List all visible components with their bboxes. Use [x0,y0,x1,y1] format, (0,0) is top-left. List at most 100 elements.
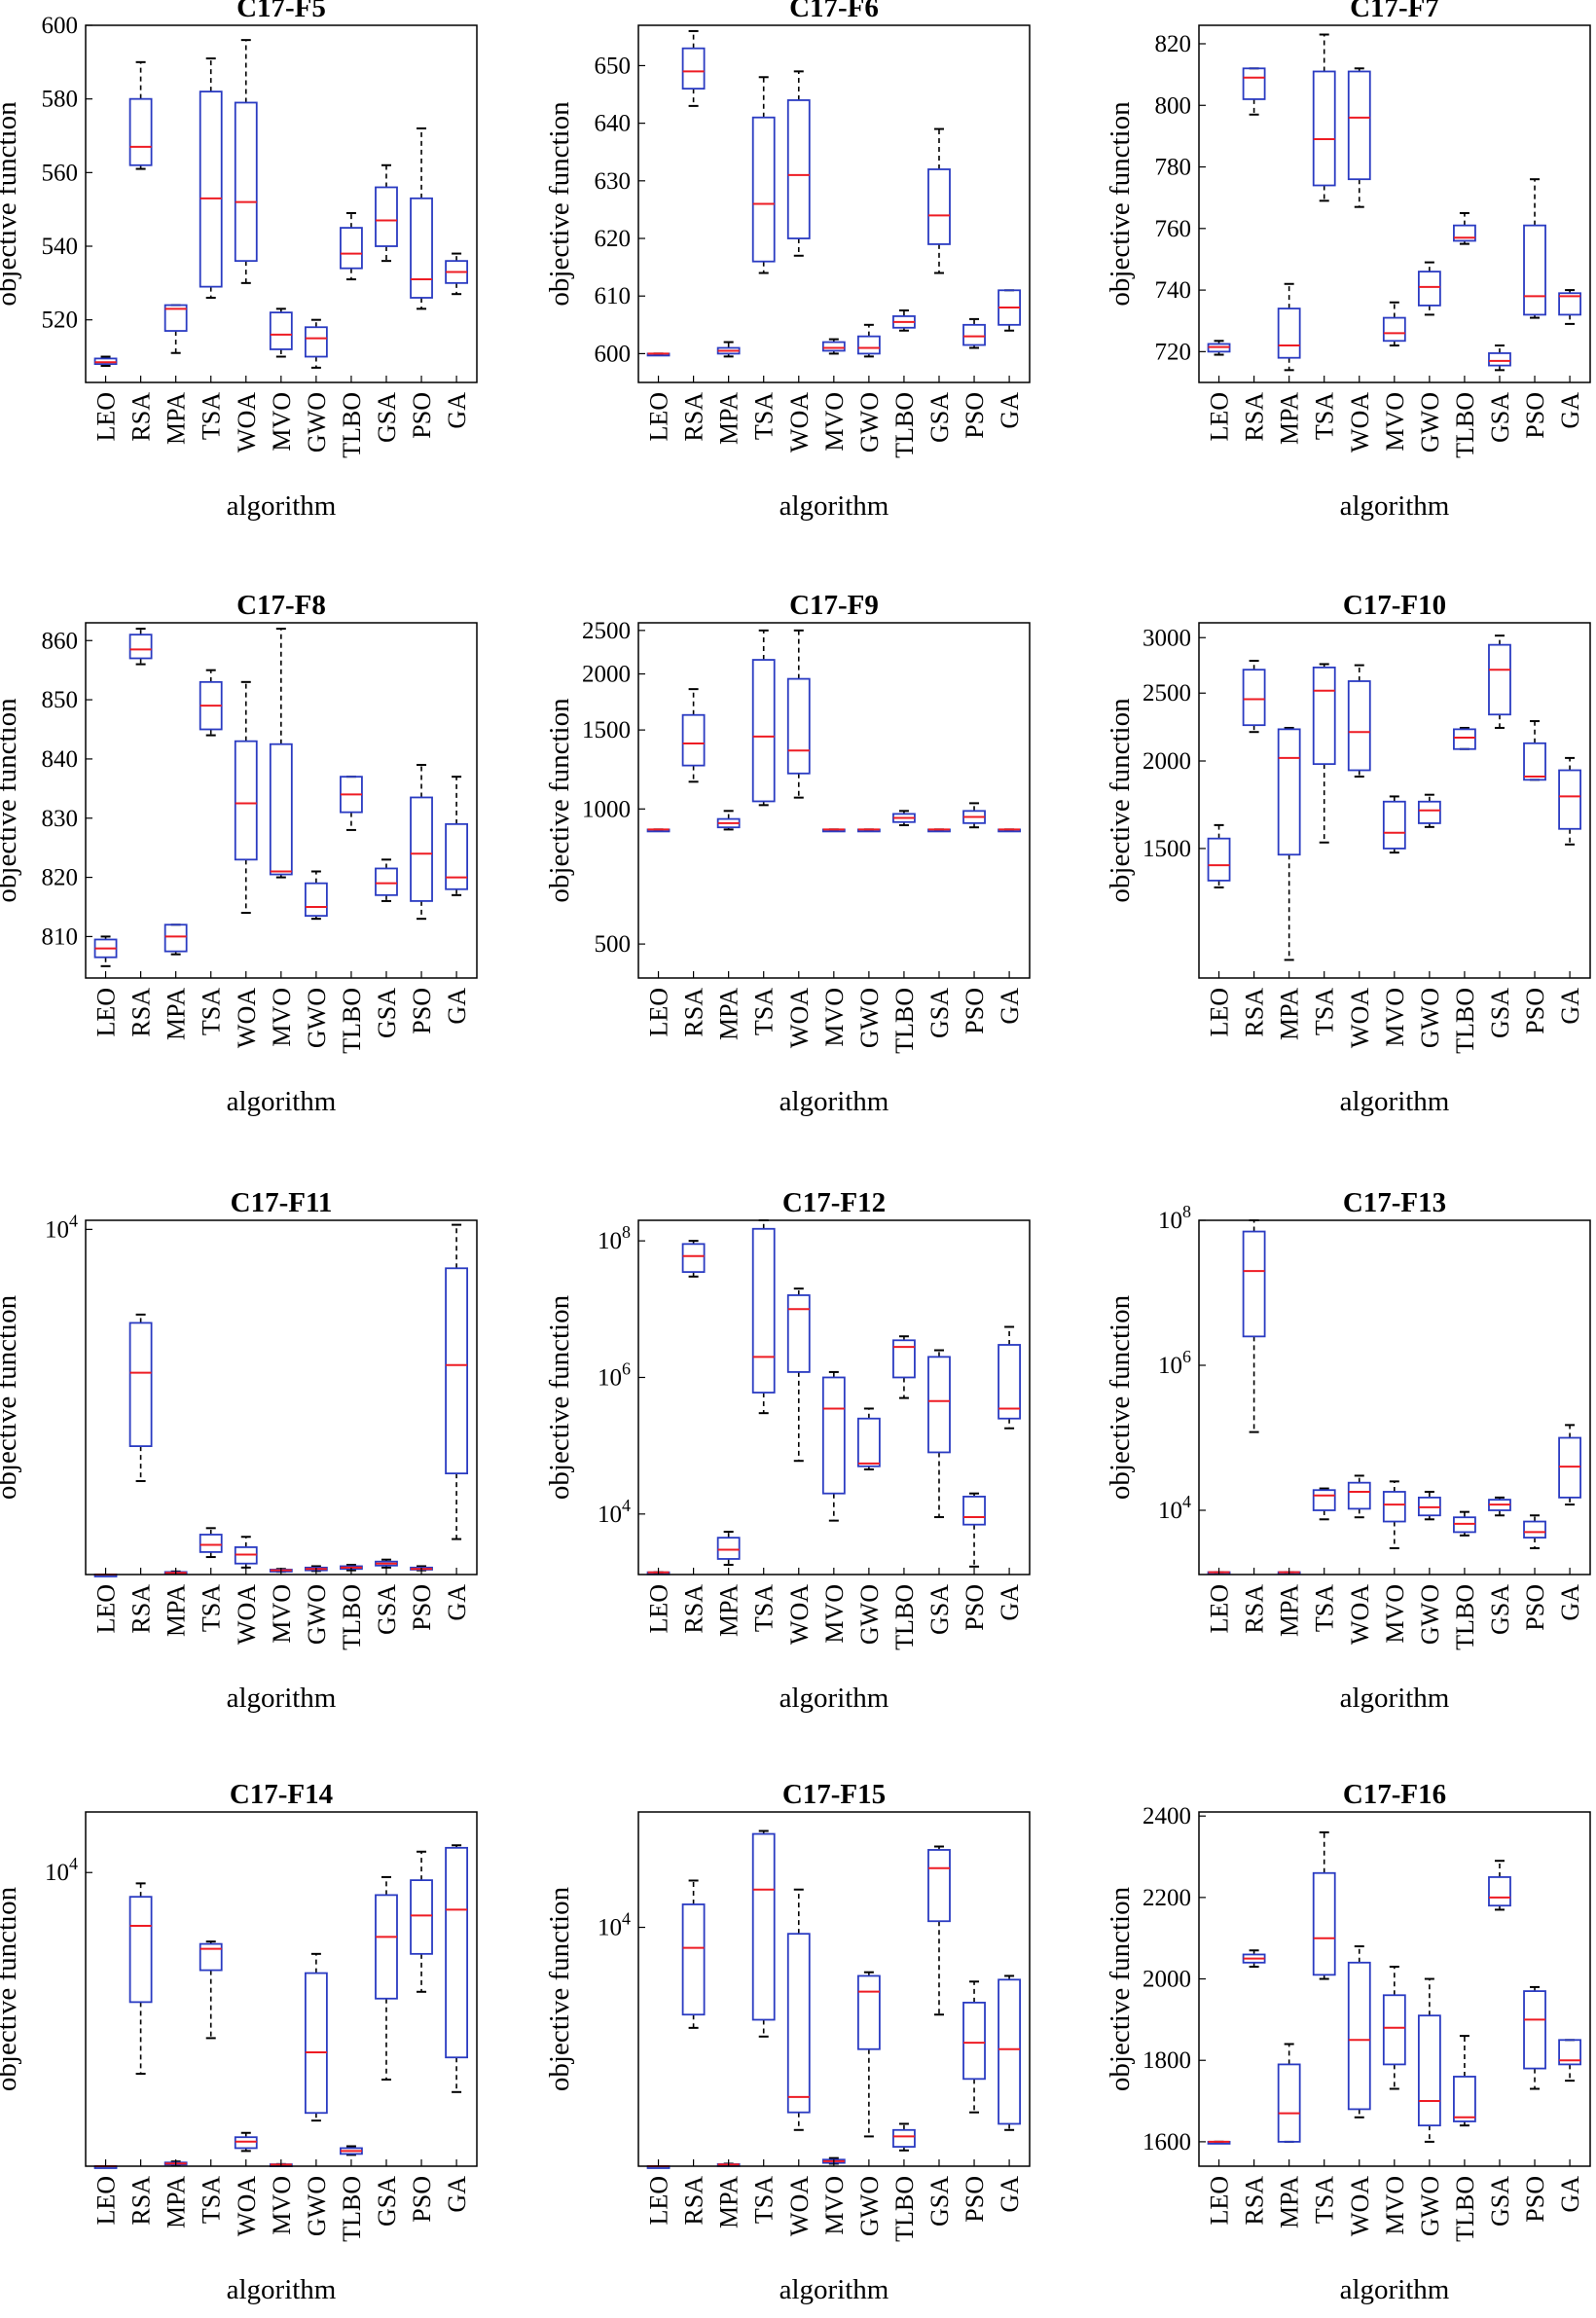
box-gwo [1417,1977,1441,2143]
box-gwo [304,318,328,369]
box-iqr [375,1894,398,2000]
x-tick-label: MVO [1381,2176,1409,2235]
plot-frame [637,1219,1031,1576]
box-mpa [716,1531,741,1567]
x-tick-label: WOA [785,988,814,1048]
x-tick-label: GWO [303,392,331,453]
box-iqr [1488,352,1511,367]
x-tick-label: RSA [127,988,156,1037]
y-tick-label: 560 [42,160,79,186]
x-tick-label: WOA [785,1584,814,1645]
x-tick-label: PSO [961,988,989,1034]
x-tick-label: PSO [1521,392,1549,439]
box-iqr [751,659,776,803]
box-mvo [269,308,293,358]
box-tlbo [1453,1510,1476,1537]
x-tick-label: GSA [373,1584,401,1635]
box-iqr [410,197,433,299]
box-iqr [234,740,258,861]
y-tick-label: 1500 [582,717,631,743]
box-woa [786,70,811,257]
y-tick-label: 800 [1155,92,1192,119]
box-woa [234,680,258,915]
box-gsa [375,1875,398,2082]
x-tick-label: GSA [925,988,954,1038]
box-iqr [375,186,398,247]
x-axis-label: algorithm [1340,2274,1450,2305]
box-iqr [1453,2076,1476,2122]
box-iqr [681,47,706,91]
x-tick-label: TLBO [1451,392,1479,458]
x-axis-label: algorithm [227,1086,337,1117]
box-iqr [1523,1520,1546,1539]
box-rsa [681,688,706,783]
x-tick-label: RSA [127,392,156,442]
x-tick-label: RSA [680,988,708,1037]
x-tick-label: MVO [268,392,296,452]
box-ga [1558,1424,1581,1506]
box-gsa [927,1349,951,1519]
y-tick-label: 640 [595,111,632,137]
box-woa [786,1888,811,2131]
box-tlbo [340,211,363,281]
x-tick-label: GWO [1416,988,1444,1048]
x-tick-label: GA [1556,2176,1584,2213]
y-tick-label: 104 [598,1496,631,1528]
x-tick-label: GWO [855,988,884,1048]
box-iqr [1277,2063,1301,2143]
box-leo [93,355,118,367]
box-tsa [199,669,223,737]
box-iqr [821,1376,846,1495]
x-axis-label: algorithm [780,1086,889,1117]
box-mvo [821,1370,846,1522]
box-iqr [1453,224,1476,242]
box-mvo [1382,1965,1406,2090]
box-iqr [1207,837,1231,882]
box-pso [1523,178,1546,319]
y-axis-label: objective function [0,698,22,903]
box-iqr [1523,1990,1546,2070]
y-tick-label: 520 [42,308,79,334]
x-tick-label: LEO [1206,1584,1234,1634]
box-iqr [751,1227,776,1394]
box-iqr [1558,2039,1581,2066]
y-tick-label: 620 [595,226,632,252]
box-gsa [1488,1860,1511,1911]
x-tick-label: MVO [1381,988,1409,1047]
box-iqr [1242,669,1266,727]
box-iqr [892,1339,916,1379]
y-tick-label: 2000 [1143,748,1191,775]
x-tick-label: GWO [855,1584,884,1645]
y-tick-label: 1600 [1143,2129,1191,2155]
box-iqr [1347,1961,1371,2111]
box-tlbo [340,776,363,831]
x-tick-label: TSA [750,988,779,1035]
y-tick-label: 840 [42,746,79,773]
plot-frame [637,622,1031,979]
x-tick-label: MPA [715,988,744,1040]
box-iqr [998,1978,1021,2125]
x-tick-label: TSA [198,2176,226,2224]
box-iqr [681,713,706,767]
box-iqr [445,822,468,890]
box-tlbo [1453,726,1476,750]
y-tick-label: 650 [595,53,632,79]
x-tick-label: MPA [1276,2176,1304,2228]
x-tick-label: GSA [925,2176,954,2227]
x-tick-label: MPA [163,1584,191,1637]
box-iqr [1488,643,1511,716]
box-iqr [128,1896,153,2004]
plot-frame [1198,1219,1591,1576]
x-tick-label: PSO [961,1584,989,1631]
x-tick-label: GWO [1416,392,1444,453]
box-rsa [128,60,153,170]
box-tsa [199,1527,223,1559]
y-tick-label: 2500 [582,618,631,644]
y-tick-label: 2200 [1143,1885,1191,1911]
box-woa [1347,664,1371,779]
panel-title: C17-F15 [782,1779,886,1810]
box-iqr [234,2136,258,2150]
panel-title: C17-F6 [789,0,879,23]
y-tick-label: 830 [42,806,79,832]
